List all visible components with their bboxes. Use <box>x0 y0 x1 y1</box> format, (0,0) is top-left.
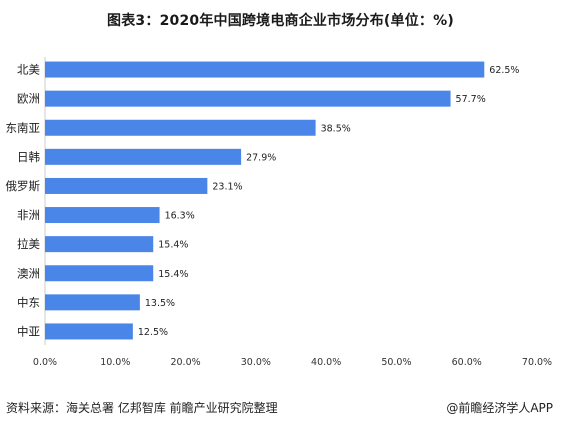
bar <box>45 177 208 194</box>
data-label: 62.5% <box>489 65 519 76</box>
data-label: 23.1% <box>212 181 242 192</box>
x-tick-label: 50.0% <box>381 357 411 368</box>
category-label: 拉美 <box>17 237 40 251</box>
bar <box>45 265 154 282</box>
data-label: 16.3% <box>165 211 195 222</box>
bar <box>45 148 242 165</box>
bar <box>45 90 451 107</box>
bar <box>45 61 485 78</box>
category-label: 非洲 <box>17 208 40 222</box>
x-tick-label: 40.0% <box>311 357 341 368</box>
chart-title: 图表3：2020年中国跨境电商企业市场分布(单位：%) <box>107 13 454 29</box>
x-tick-labels: 0.0% 10.0% 20.0% 30.0% 40.0% 50.0% 60.0% 70.0% <box>33 357 552 368</box>
category-label: 中东 <box>17 295 40 309</box>
category-label: 俄罗斯 <box>6 179 41 193</box>
bar <box>45 119 316 136</box>
category-label: 中亚 <box>17 324 40 338</box>
data-label: 12.5% <box>138 327 168 338</box>
value-labels: 62.5% 57.7% 38.5% 27.9% 23.1% 16.3% 15.4% 15.4%… <box>138 65 520 338</box>
bar <box>45 294 140 311</box>
bars-group <box>45 61 485 340</box>
category-label: 北美 <box>17 63 40 77</box>
x-tick-label: 10.0% <box>100 357 130 368</box>
data-label: 27.9% <box>246 152 276 163</box>
bar <box>45 236 154 253</box>
data-label: 57.7% <box>456 94 486 105</box>
brand-credit: @前瞻经济学人APP <box>446 401 553 415</box>
data-label: 15.4% <box>158 240 188 251</box>
x-tick-label: 0.0% <box>33 357 57 368</box>
category-label: 欧洲 <box>17 92 40 106</box>
x-tick-label: 30.0% <box>241 357 271 368</box>
x-tick-label: 60.0% <box>452 357 482 368</box>
bar <box>45 207 160 224</box>
category-label: 东南亚 <box>6 121 41 135</box>
data-label: 13.5% <box>145 298 175 309</box>
category-label: 日韩 <box>17 150 40 164</box>
category-label: 澳洲 <box>17 266 40 280</box>
source-note: 资料来源：海关总署 亿邦智库 前瞻产业研究院整理 <box>6 401 278 415</box>
bar <box>45 323 133 340</box>
x-tick-label: 20.0% <box>170 357 200 368</box>
x-tick-label: 70.0% <box>522 357 552 368</box>
data-label: 15.4% <box>158 269 188 280</box>
data-label: 38.5% <box>321 123 351 134</box>
